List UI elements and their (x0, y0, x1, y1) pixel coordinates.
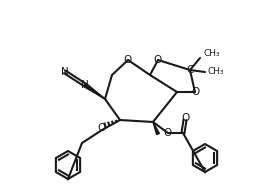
Text: CH₃: CH₃ (203, 49, 220, 59)
Text: O: O (181, 113, 189, 123)
Polygon shape (153, 122, 159, 135)
Text: N: N (81, 80, 89, 90)
Text: O: O (98, 123, 106, 133)
Text: O: O (164, 128, 172, 138)
Text: O: O (191, 87, 199, 97)
Text: C: C (186, 65, 194, 75)
Polygon shape (84, 83, 105, 99)
Text: N: N (61, 67, 69, 77)
Text: O: O (124, 55, 132, 65)
Text: CH₃: CH₃ (208, 67, 225, 75)
Text: O: O (154, 55, 162, 65)
